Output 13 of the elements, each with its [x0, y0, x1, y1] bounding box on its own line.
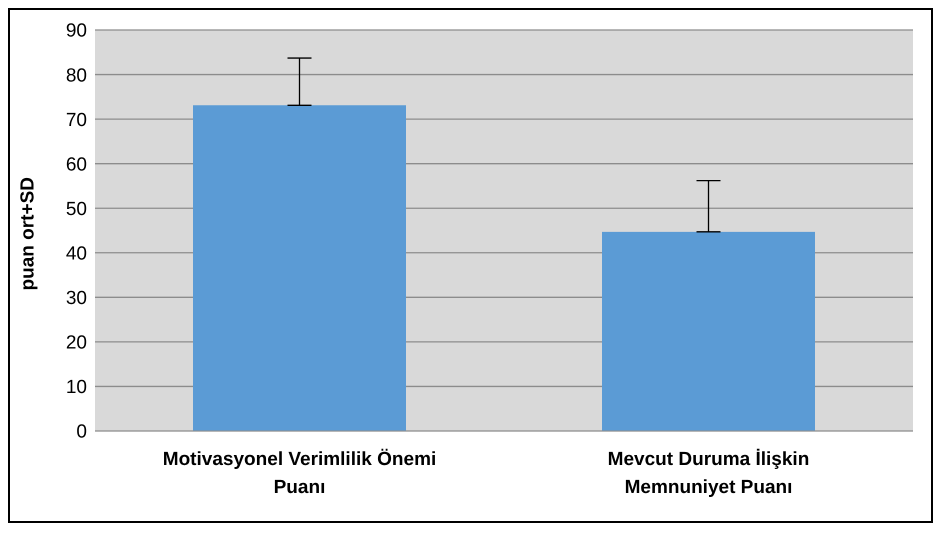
y-tick-label: 50: [66, 198, 87, 220]
y-tick-label: 30: [66, 288, 87, 310]
x-tick-label: Mevcut Duruma İlişkin Memnuniyet Puanı: [608, 448, 810, 498]
y-tick-label: 10: [66, 377, 87, 398]
y-tick-label: 20: [66, 332, 87, 354]
y-axis-title: puan ort+SD: [18, 177, 39, 290]
y-tick-label: 60: [66, 154, 87, 176]
y-tick-label: 80: [66, 65, 87, 86]
y-tick-label: 40: [66, 244, 87, 265]
y-tick-label: 90: [66, 20, 87, 42]
y-tick-label: 0: [76, 422, 87, 443]
y-tick-label: 70: [66, 110, 87, 131]
x-tick-label: Motivasyonel Verimlilik Önemi Puanı: [162, 448, 436, 498]
